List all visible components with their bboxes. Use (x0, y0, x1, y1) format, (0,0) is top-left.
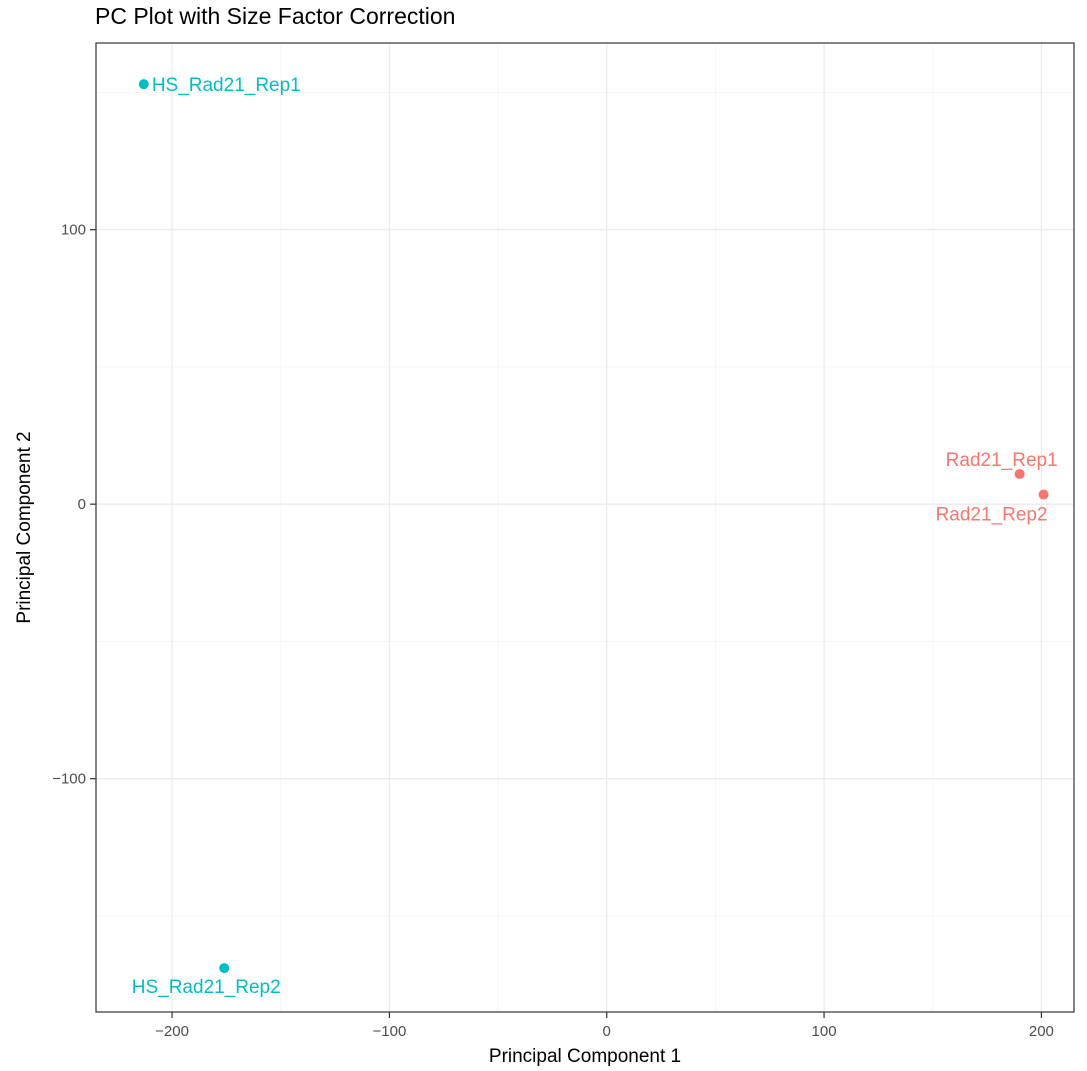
data-point-label: HS_Rad21_Rep1 (152, 75, 301, 96)
x-tick-label: 100 (812, 1023, 837, 1040)
data-point (138, 79, 149, 90)
grid (96, 43, 1074, 1012)
x-tick-label: −100 (373, 1023, 407, 1040)
data-point (1038, 489, 1049, 500)
data-point-label: Rad21_Rep1 (946, 450, 1058, 471)
data-point (219, 963, 230, 974)
chart-title: PC Plot with Size Factor Correction (95, 3, 455, 29)
y-tick-label: 0 (78, 496, 86, 513)
data-point-label: HS_Rad21_Rep2 (132, 977, 281, 998)
y-tick-label: 100 (61, 222, 86, 239)
y-axis-title: Principal Component 2 (14, 431, 35, 623)
y-tick-label: −100 (52, 771, 86, 788)
data-points: HS_Rad21_Rep1 HS_Rad21_Rep2 Rad21_Rep1 Rad2… (132, 75, 1058, 998)
x-tick-label: −200 (155, 1023, 189, 1040)
plot-panel-border (95, 42, 1075, 1013)
x-axis-title: Principal Component 1 (489, 1046, 681, 1067)
axes: −200 −100 0 100 200 −100 0 100 (52, 222, 1054, 1040)
x-tick-label: 200 (1029, 1023, 1054, 1040)
x-tick-label: 0 (603, 1023, 611, 1040)
data-point (1014, 468, 1025, 479)
data-point-label: Rad21_Rep2 (936, 505, 1048, 526)
